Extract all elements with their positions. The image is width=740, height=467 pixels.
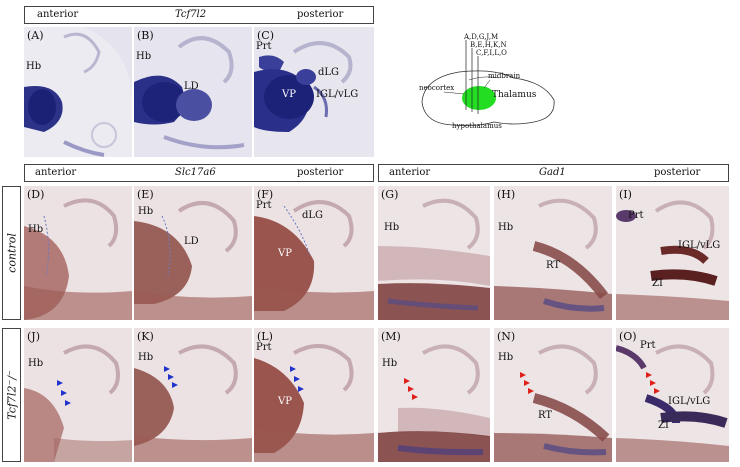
panel-n-id: (N): [497, 330, 516, 343]
panel-b-image: [134, 27, 252, 157]
panel-n: (N) Hb RT: [494, 328, 612, 462]
schematic-sections-2: B,E,H,K,N: [470, 41, 507, 49]
gad-gene-label: Gad1: [539, 167, 566, 178]
brain-schematic: A,D,G,J,M B,E,H,K,N C,F,I,L,O midbrain n…: [414, 30, 564, 142]
panel-k-id: (K): [137, 330, 154, 343]
panel-a: (A) Hb: [24, 27, 132, 157]
panel-j-image: [24, 328, 132, 462]
panel-n-image: [494, 328, 612, 462]
panel-c-image: [254, 27, 374, 157]
panel-d-id: (D): [27, 188, 45, 201]
gad-header-box: anterior Gad1 posterior: [378, 164, 729, 182]
panel-i: (I) Prt IGL/vLG ZI: [616, 186, 729, 320]
panel-c-label-vp: VP: [282, 89, 296, 100]
panel-j-id: (J): [27, 330, 40, 343]
row-label-mutant-text: Tcf7l2⁻/⁻: [5, 370, 18, 420]
panel-l-image: [254, 328, 374, 462]
panel-f-label-dlg: dLG: [302, 210, 324, 221]
schematic-sections-1: A,D,G,J,M: [464, 33, 499, 41]
schematic-neocortex: neocortex: [419, 84, 455, 92]
schematic-hypothalamus: hypothalamus: [452, 122, 502, 130]
panel-n-label-hb: Hb: [498, 352, 514, 363]
panel-i-image: [616, 186, 729, 320]
panel-i-label-zi: ZI: [652, 278, 663, 289]
slc-posterior-label: posterior: [297, 167, 344, 178]
panel-e: (E) Hb LD: [134, 186, 252, 320]
row-label-control: control: [2, 186, 21, 320]
panel-e-id: (E): [137, 188, 154, 201]
panel-l-id: (L): [257, 330, 273, 343]
top-gene-label: Tcf7l2: [175, 9, 207, 20]
panel-c-id: (C): [257, 29, 274, 42]
panel-c: (C) Prt dLG VP IGL/vLG: [254, 27, 374, 157]
panel-e-label-hb: Hb: [138, 206, 154, 217]
panel-h-image: [494, 186, 612, 320]
panel-n-label-rt: RT: [538, 410, 553, 421]
panel-k: (K) Hb: [134, 328, 252, 462]
panel-f: (F) Prt dLG VP: [254, 186, 374, 320]
slc-anterior-label: anterior: [35, 167, 77, 178]
panel-a-id: (A): [27, 29, 44, 42]
panel-b-id: (B): [137, 29, 154, 42]
schematic-sections-3: C,F,I,L,O: [476, 49, 507, 57]
panel-i-id: (I): [619, 188, 632, 201]
panel-f-id: (F): [257, 188, 274, 201]
panel-g: (G) Hb: [378, 186, 490, 320]
top-anterior-label: anterior: [37, 9, 79, 20]
panel-g-id: (G): [381, 188, 399, 201]
panel-e-image: [134, 186, 252, 320]
panel-h-label-hb: Hb: [498, 222, 514, 233]
panel-d-label-hb: Hb: [28, 224, 44, 235]
panel-b-label-ld: LD: [184, 81, 199, 92]
panel-f-image: [254, 186, 374, 320]
top-header-box: anterior Tcf7l2 posterior: [24, 6, 374, 24]
panel-m-image: [378, 328, 490, 462]
slc-header-box: anterior Slc17a6 posterior: [24, 164, 374, 182]
panel-h-id: (H): [497, 188, 516, 201]
schematic-thalamus: Thalamus: [492, 90, 537, 100]
panel-d: (D) Hb: [24, 186, 132, 320]
panel-i-label-igl: IGL/vLG: [678, 240, 721, 251]
panel-o-label-igl: IGL/vLG: [668, 396, 711, 407]
panel-c-label-prt: Prt: [256, 41, 272, 52]
panel-g-image: [378, 186, 490, 320]
panel-f-label-vp: VP: [278, 248, 292, 259]
panel-l-label-prt: Prt: [256, 342, 272, 353]
gad-anterior-label: anterior: [389, 167, 431, 178]
panel-b-label-hb: Hb: [136, 51, 152, 62]
panel-h: (H) Hb RT: [494, 186, 612, 320]
panel-k-image: [134, 328, 252, 462]
schematic-midbrain: midbrain: [488, 72, 521, 80]
panel-c-label-igl: IGL/vLG: [316, 89, 359, 100]
slc-gene-label: Slc17a6: [175, 167, 216, 178]
panel-o-id: (O): [619, 330, 637, 343]
panel-c-label-dlg: dLG: [318, 67, 340, 78]
panel-h-label-rt: RT: [546, 260, 561, 271]
panel-j-label-hb: Hb: [28, 358, 44, 369]
panel-a-label-hb: Hb: [26, 61, 42, 72]
panel-f-label-prt: Prt: [256, 200, 272, 211]
panel-m-id: (M): [381, 330, 401, 343]
panel-j: (J) Hb: [24, 328, 132, 462]
panel-d-image: [24, 186, 132, 320]
panel-o-image: [616, 328, 729, 462]
panel-l: (L) Prt VP: [254, 328, 374, 462]
panel-m-label-hb: Hb: [382, 358, 398, 369]
panel-g-label-hb: Hb: [384, 222, 400, 233]
row-label-mutant: Tcf7l2⁻/⁻: [2, 328, 21, 462]
panel-e-label-ld: LD: [184, 236, 199, 247]
panel-k-label-hb: Hb: [138, 352, 154, 363]
gad-posterior-label: posterior: [654, 167, 701, 178]
top-posterior-label: posterior: [297, 9, 344, 20]
panel-b: (B) Hb LD: [134, 27, 252, 157]
panel-l-label-vp: VP: [278, 396, 292, 407]
brain-schematic-drawing: [421, 40, 555, 126]
panel-i-label-prt: Prt: [628, 210, 644, 221]
panel-o: (O) Prt IGL/vLG ZI: [616, 328, 729, 462]
panel-m: (M) Hb: [378, 328, 490, 462]
panel-a-image: [24, 27, 132, 157]
row-label-control-text: control: [5, 233, 18, 273]
panel-o-label-zi: ZI: [658, 420, 669, 431]
panel-o-label-prt: Prt: [640, 340, 656, 351]
